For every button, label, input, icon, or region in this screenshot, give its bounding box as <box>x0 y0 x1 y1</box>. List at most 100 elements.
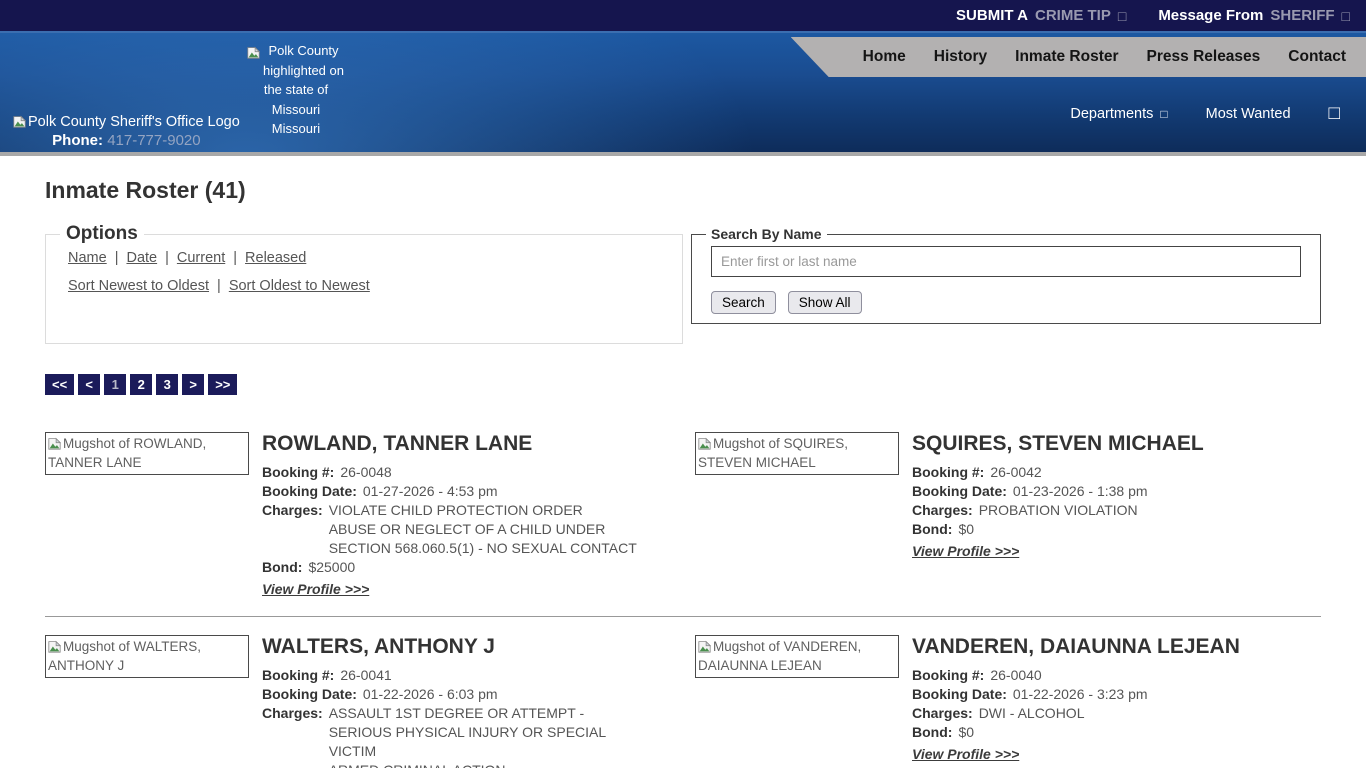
bond-label: Bond: <box>912 724 953 740</box>
booking-date-value: 01-22-2026 - 3:23 pm <box>1012 686 1148 702</box>
charges-value: PROBATION VIOLATION <box>979 501 1138 520</box>
mugshot-alt-text: Mugshot of WALTERS, ANTHONY J <box>48 639 202 673</box>
broken-image-icon <box>247 43 262 63</box>
submit-crime-tip-label: SUBMIT A <box>956 7 1028 24</box>
page-button-previous[interactable]: < <box>78 374 101 395</box>
bond-field: Bond: $0 <box>912 520 1300 539</box>
main-content: Inmate Roster (41) Options Name | Date | Cur… <box>0 177 1366 768</box>
page-button-first[interactable]: << <box>45 374 75 395</box>
bond-field: Bond: $0 <box>912 723 1300 742</box>
logo-alt-text: Polk County Sheriff's Office Logo <box>28 114 240 130</box>
message-from-sheriff-link[interactable]: Message From SHERIFF □ <box>1158 7 1350 24</box>
logo-block: Polk County Sheriff's Office Logo Phone:… <box>13 114 240 149</box>
booking-number-value: 26-0040 <box>990 667 1042 683</box>
page-button-next[interactable]: > <box>182 374 205 395</box>
broken-image-icon <box>48 639 63 654</box>
view-profile-link[interactable]: View Profile >>> <box>912 543 1020 559</box>
charge-item: VIOLATE CHILD PROTECTION ORDER <box>328 502 583 518</box>
charges-field: Charges: VIOLATE CHILD PROTECTION ORDER AB… <box>262 501 650 558</box>
inmate-details: SQUIRES, STEVEN MICHAEL Booking #: 26-0042… <box>912 432 1300 561</box>
filter-links: Name | Date | Current | Released <box>68 250 682 266</box>
booking-number-label: Booking #: <box>262 464 335 480</box>
page-button-page-2[interactable]: 2 <box>130 374 153 395</box>
filter-link-name[interactable]: Name <box>68 250 107 266</box>
charges-field: Charges: ASSAULT 1ST DEGREE OR ATTEMPT - … <box>262 704 650 768</box>
mugshot-image[interactable]: Mugshot of VANDEREN, DAIAUNNA LEJEAN <box>695 635 899 678</box>
booking-date-field: Booking Date: 01-23-2026 - 1:38 pm <box>912 482 1300 501</box>
header-search-icon[interactable]: □ <box>1328 103 1340 124</box>
roster-controls: Options Name | Date | Current | Released Sort … <box>45 223 1321 344</box>
submit-crime-tip-link[interactable]: SUBMIT A CRIME TIP □ <box>956 7 1126 24</box>
inmate-card: Mugshot of WALTERS, ANTHONY J WALTERS, AN… <box>45 635 671 768</box>
sort-link-sort-newest-to-oldest[interactable]: Sort Newest to Oldest <box>68 278 210 294</box>
inmate-row: Mugshot of WALTERS, ANTHONY J WALTERS, AN… <box>45 616 1321 768</box>
bond-value: $0 <box>958 724 975 740</box>
booking-number-field: Booking #: 26-0048 <box>262 463 650 482</box>
separator: | <box>233 250 238 266</box>
separator: | <box>165 250 169 266</box>
bond-value: $25000 <box>308 559 356 575</box>
nav-item-most-wanted[interactable]: Most Wanted <box>1205 106 1291 122</box>
secondary-nav: Departments □ Most Wanted □ <box>1070 103 1340 125</box>
site-header: SUBMIT A CRIME TIP □ Message From SHERIF… <box>0 0 1366 156</box>
filter-link-date[interactable]: Date <box>126 250 158 266</box>
inmate-details: WALTERS, ANTHONY J Booking #: 26-0041 Booki… <box>262 635 650 768</box>
booking-date-field: Booking Date: 01-27-2026 - 4:53 pm <box>262 482 650 501</box>
broken-image-icon <box>13 114 28 130</box>
filter-link-released[interactable]: Released <box>245 250 307 266</box>
name-search-input[interactable] <box>711 246 1301 277</box>
nav-item-history[interactable]: History <box>933 48 988 65</box>
booking-date-value: 01-22-2026 - 6:03 pm <box>362 686 498 702</box>
external-link-icon: □ <box>1341 7 1350 24</box>
inmate-card: Mugshot of SQUIRES, STEVEN MICHAEL SQUIRE… <box>695 432 1321 599</box>
mugshot-image[interactable]: Mugshot of WALTERS, ANTHONY J <box>45 635 249 678</box>
separator: | <box>114 250 119 266</box>
phone-number-link[interactable]: 417-777-9020 <box>107 132 201 149</box>
nav-item-contact[interactable]: Contact <box>1288 48 1346 65</box>
charges-value: DWI - ALCOHOL <box>979 704 1085 723</box>
crime-tip-label: CRIME TIP <box>1035 7 1111 24</box>
sheriff-logo-image[interactable]: Polk County Sheriff's Office Logo <box>13 114 240 130</box>
charges-label: Charges: <box>912 502 973 518</box>
dropdown-indicator-icon: □ <box>1160 107 1168 121</box>
page-button-page-3[interactable]: 3 <box>156 374 179 395</box>
booking-date-label: Booking Date: <box>262 483 357 499</box>
mugshot-alt-text: Mugshot of ROWLAND, TANNER LANE <box>48 436 207 470</box>
booking-number-value: 26-0048 <box>340 464 392 480</box>
missouri-caption: Missouri <box>271 121 321 136</box>
main-nav: Home History Inmate Roster Press Releases Co… <box>790 37 1366 77</box>
nav-item-home[interactable]: Home <box>862 48 906 65</box>
bond-label: Bond: <box>912 521 953 537</box>
view-profile-link[interactable]: View Profile >>> <box>262 581 370 597</box>
mugshot-image[interactable]: Mugshot of SQUIRES, STEVEN MICHAEL <box>695 432 899 475</box>
search-button[interactable]: Search <box>711 291 776 314</box>
inmate-card: Mugshot of VANDEREN, DAIAUNNA LEJEAN VAND… <box>695 635 1321 768</box>
broken-image-icon <box>48 436 63 451</box>
phone-label: Phone: <box>52 132 104 149</box>
booking-number-value: 26-0041 <box>340 667 392 683</box>
sort-link-sort-oldest-to-newest[interactable]: Sort Oldest to Newest <box>228 278 370 294</box>
nav-item-departments[interactable]: Departments □ <box>1070 106 1167 122</box>
charges-label: Charges: <box>262 502 323 518</box>
nav-item-inmate-roster[interactable]: Inmate Roster <box>1015 48 1119 65</box>
booking-number-label: Booking #: <box>262 667 335 683</box>
mugshot-alt-text: Mugshot of SQUIRES, STEVEN MICHAEL <box>698 436 849 470</box>
mugshot-alt-text: Mugshot of VANDEREN, DAIAUNNA LEJEAN <box>698 639 862 673</box>
page-button-page-1[interactable]: 1 <box>104 374 127 395</box>
bond-value: $0 <box>958 521 975 537</box>
show-all-button[interactable]: Show All <box>787 291 862 314</box>
bond-label: Bond: <box>262 559 303 575</box>
booking-date-label: Booking Date: <box>262 686 357 702</box>
view-profile-link[interactable]: View Profile >>> <box>912 746 1020 762</box>
inmate-name: ROWLAND, TANNER LANE <box>262 432 533 455</box>
broken-image-icon <box>698 436 713 451</box>
inmate-grid: Mugshot of ROWLAND, TANNER LANE ROWLAND, … <box>45 432 1321 768</box>
nav-item-press-releases[interactable]: Press Releases <box>1146 48 1261 65</box>
booking-date-field: Booking Date: 01-22-2026 - 6:03 pm <box>262 685 650 704</box>
mugshot-image[interactable]: Mugshot of ROWLAND, TANNER LANE <box>45 432 249 475</box>
filter-link-current[interactable]: Current <box>176 250 226 266</box>
charges-field: Charges: DWI - ALCOHOL <box>912 704 1300 723</box>
options-panel: Options Name | Date | Current | Released Sort … <box>45 223 683 344</box>
departments-label: Departments <box>1070 106 1154 122</box>
page-button-last[interactable]: >> <box>208 374 238 395</box>
